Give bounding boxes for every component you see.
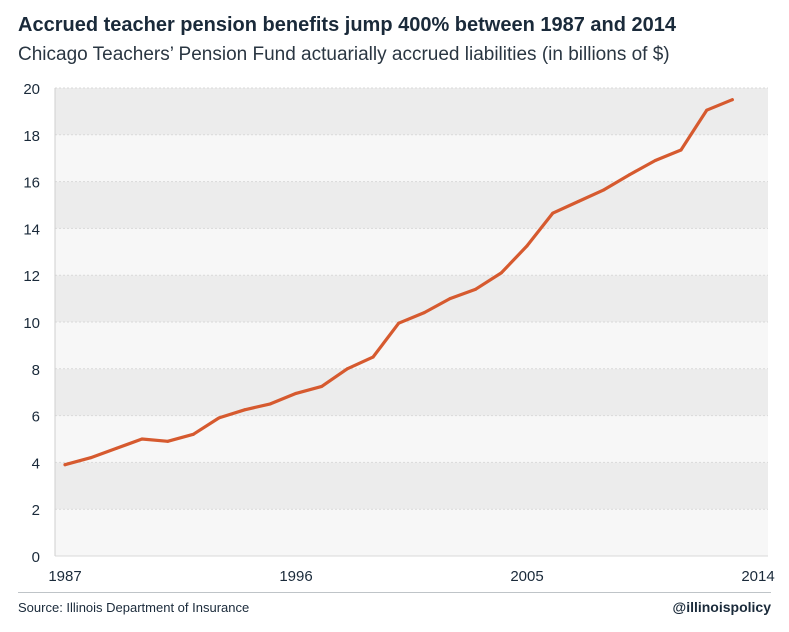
data-point bbox=[628, 173, 632, 177]
data-point bbox=[474, 287, 478, 291]
x-tick-label: 2014 bbox=[741, 568, 774, 585]
grid-band bbox=[55, 415, 768, 463]
data-point bbox=[551, 211, 555, 215]
grid-band bbox=[55, 322, 768, 369]
data-point bbox=[268, 402, 272, 406]
data-point bbox=[397, 321, 401, 325]
data-point bbox=[499, 271, 503, 275]
y-tick-label: 14 bbox=[23, 221, 40, 238]
data-point bbox=[345, 367, 349, 371]
source-note: Source: Illinois Department of Insurance bbox=[18, 600, 250, 615]
data-point bbox=[63, 463, 67, 467]
data-point bbox=[243, 408, 247, 412]
footer-divider bbox=[18, 592, 771, 593]
data-point bbox=[217, 416, 221, 420]
y-tick-label: 2 bbox=[32, 502, 40, 519]
y-tick-label: 10 bbox=[23, 315, 40, 332]
data-point bbox=[140, 437, 144, 441]
series-group bbox=[63, 98, 734, 467]
x-axis-ticks: 1987 1996 2005 2014 bbox=[48, 568, 774, 585]
data-point bbox=[679, 148, 683, 152]
x-tick-label: 1987 bbox=[48, 568, 81, 585]
y-tick-label: 20 bbox=[23, 81, 40, 98]
grid-band bbox=[55, 275, 768, 322]
data-point bbox=[89, 456, 93, 460]
y-tick-label: 12 bbox=[23, 268, 40, 285]
y-tick-label: 4 bbox=[32, 455, 40, 472]
grid-bands bbox=[54, 87, 768, 557]
grid-band bbox=[55, 134, 768, 182]
grid-band bbox=[55, 509, 768, 556]
y-tick-label: 0 bbox=[32, 549, 40, 566]
data-point bbox=[705, 108, 709, 112]
x-tick-label: 2005 bbox=[510, 568, 543, 585]
y-axis-ticks: 0 2 4 6 8 10 12 14 16 18 20 bbox=[23, 81, 40, 566]
data-point bbox=[653, 159, 657, 163]
grid-band bbox=[55, 228, 768, 276]
brand-handle: @illinoispolicy bbox=[672, 599, 771, 615]
y-tick-label: 6 bbox=[32, 409, 40, 426]
data-point bbox=[576, 199, 580, 203]
chart-subtitle: Chicago Teachers’ Pension Fund actuarial… bbox=[18, 44, 670, 65]
grid-band bbox=[55, 462, 768, 510]
y-tick-label: 18 bbox=[23, 128, 40, 145]
data-point bbox=[525, 244, 529, 248]
data-point bbox=[166, 439, 170, 443]
y-tick-label: 8 bbox=[32, 362, 40, 379]
x-tick-label: 1996 bbox=[279, 568, 312, 585]
y-tick-label: 16 bbox=[23, 175, 40, 192]
grid-band bbox=[55, 88, 768, 135]
grid-band bbox=[55, 181, 768, 229]
data-point bbox=[371, 355, 375, 359]
data-point bbox=[602, 188, 606, 192]
chart-title: Accrued teacher pension benefits jump 40… bbox=[18, 14, 677, 36]
data-point bbox=[294, 391, 298, 395]
data-point bbox=[320, 384, 324, 388]
data-point bbox=[730, 98, 734, 102]
data-point bbox=[448, 297, 452, 301]
grid-band bbox=[55, 368, 768, 416]
data-point bbox=[191, 432, 195, 436]
data-point bbox=[422, 311, 426, 315]
data-point bbox=[114, 446, 118, 450]
